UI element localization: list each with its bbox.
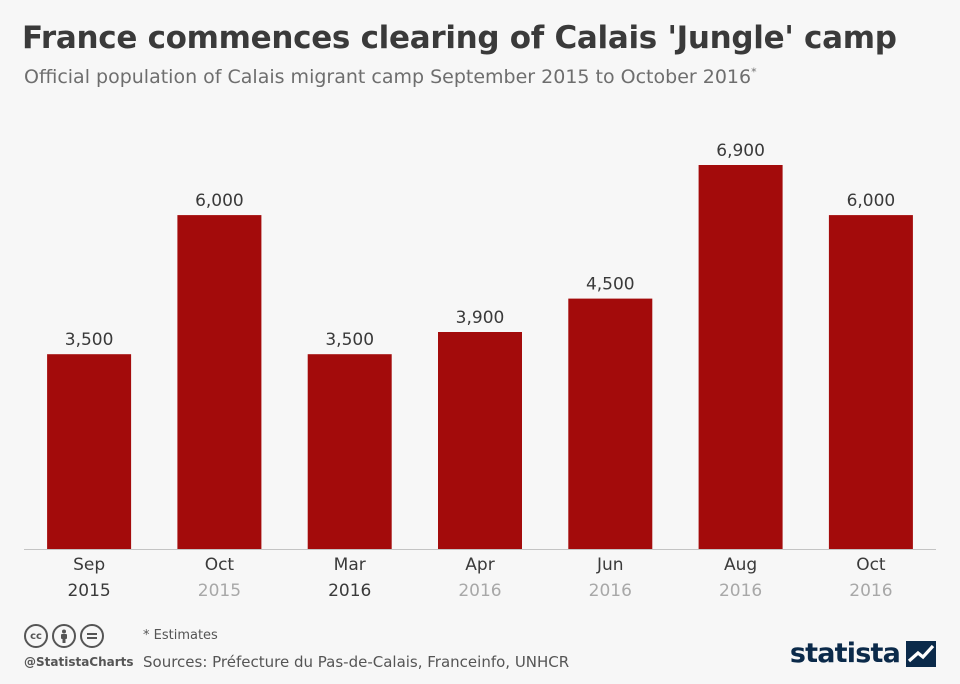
data-label: 3,900 <box>456 308 505 328</box>
chart-subtitle: Official population of Calais migrant ca… <box>24 66 757 88</box>
bar <box>307 354 392 549</box>
x-tick-month: Oct <box>856 555 886 575</box>
data-label: 6,900 <box>716 141 765 161</box>
x-tick-year: 2016 <box>849 581 892 601</box>
subtitle-text: Official population of Calais migrant ca… <box>24 66 752 88</box>
x-tick-month: Jun <box>596 555 624 575</box>
x-tick-year: 2016 <box>719 581 762 601</box>
social-handle[interactable]: @StatistaCharts <box>24 655 134 669</box>
bar-chart: 3,500 Sep 2015 6,000 Oct 2015 3,500 Mar 2016 3,90… <box>24 141 936 601</box>
brand-name: statista <box>789 638 901 669</box>
x-tick-month: Aug <box>724 555 757 575</box>
x-tick-month: Sep <box>73 555 105 575</box>
bar <box>438 332 522 549</box>
nd-icon[interactable] <box>80 624 104 648</box>
bar <box>47 354 132 549</box>
x-tick-year: 2015 <box>67 581 110 601</box>
data-label: 6,000 <box>847 191 896 211</box>
cc-icon[interactable]: cc <box>24 624 48 648</box>
by-icon[interactable] <box>52 624 76 648</box>
x-tick-year: 2015 <box>198 581 241 601</box>
bar <box>568 298 653 549</box>
x-tick-year: 2016 <box>589 581 632 601</box>
x-tick-month: Oct <box>205 555 235 575</box>
footnote-estimates: * Estimates <box>143 628 218 643</box>
statista-logo[interactable]: statista <box>790 638 936 669</box>
data-label: 4,500 <box>586 275 635 295</box>
license-icons: cc <box>24 624 104 648</box>
bar <box>177 215 262 549</box>
chart-title: France commences clearing of Calais 'Jun… <box>22 20 897 56</box>
bar <box>698 165 783 549</box>
bar <box>828 215 913 549</box>
x-tick-year: 2016 <box>458 581 501 601</box>
data-label: 3,500 <box>65 330 114 350</box>
x-tick-month: Mar <box>334 555 366 575</box>
statista-logo-icon <box>906 640 936 667</box>
subtitle-footnote-mark: * <box>751 65 757 79</box>
x-tick-month: Apr <box>465 555 494 575</box>
data-label: 6,000 <box>195 191 244 211</box>
sources-text: Sources: Préfecture du Pas-de-Calais, Fr… <box>143 653 570 671</box>
data-label: 3,500 <box>325 330 374 350</box>
x-tick-year: 2016 <box>328 581 371 601</box>
